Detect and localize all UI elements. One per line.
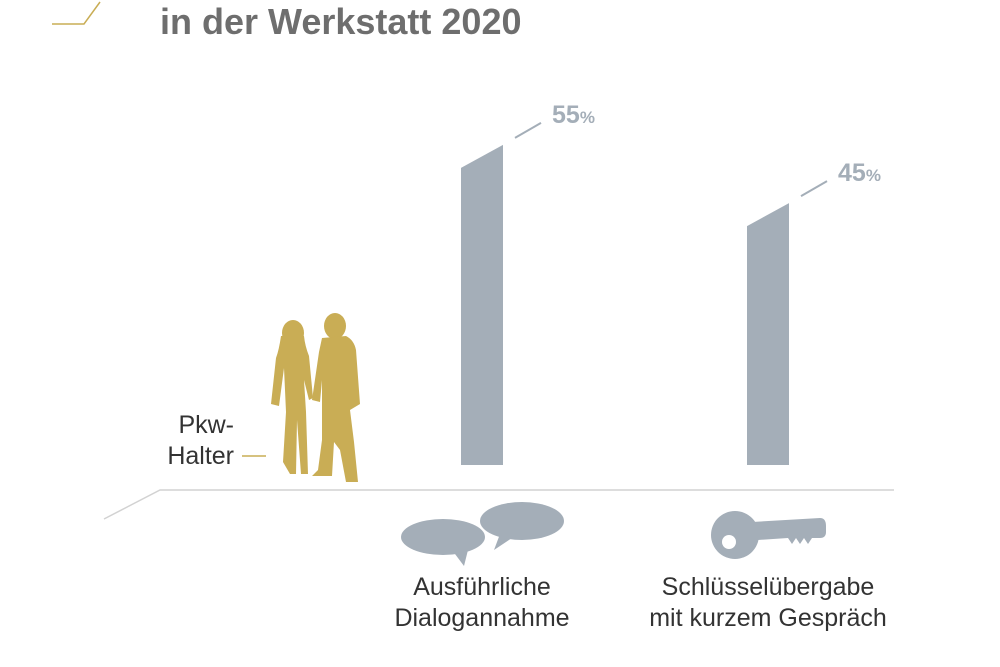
category-label-1: Ausführliche Dialogannahme [352,572,612,634]
category-label-2-line2: mit kurzem Gespräch [649,604,887,632]
data-label-2: 45% [838,159,881,187]
couple-silhouette-icon [271,313,360,482]
value-leader-1 [514,122,542,139]
data-label-1: 55% [552,101,595,129]
category-label-1-line1: Ausführliche [413,573,551,601]
chart-title: in der Werkstatt 2020 [160,1,522,42]
data-label-1-number: 55 [552,101,580,129]
corner-accent-line [52,1,101,25]
speech-bubbles-icon [401,502,564,566]
category-label-2: Schlüsselübergabe mit kurzem Gespräch [618,572,918,634]
data-label-1-unit: % [580,108,595,127]
category-label-2-line1: Schlüsselübergabe [661,573,875,601]
data-label-2-unit: % [866,166,881,185]
category-label-1-line2: Dialogannahme [394,604,570,632]
value-leader-2 [800,180,828,197]
floor-line [103,489,894,520]
legend-owners-line1: Pkw- [178,411,234,439]
bar-1 [461,144,503,465]
data-label-2-number: 45 [838,159,866,187]
legend-owners-line2: Halter [167,442,234,470]
legend-owners-label: Pkw- Halter [140,410,234,472]
key-icon [711,511,826,559]
bar-2 [747,203,789,465]
